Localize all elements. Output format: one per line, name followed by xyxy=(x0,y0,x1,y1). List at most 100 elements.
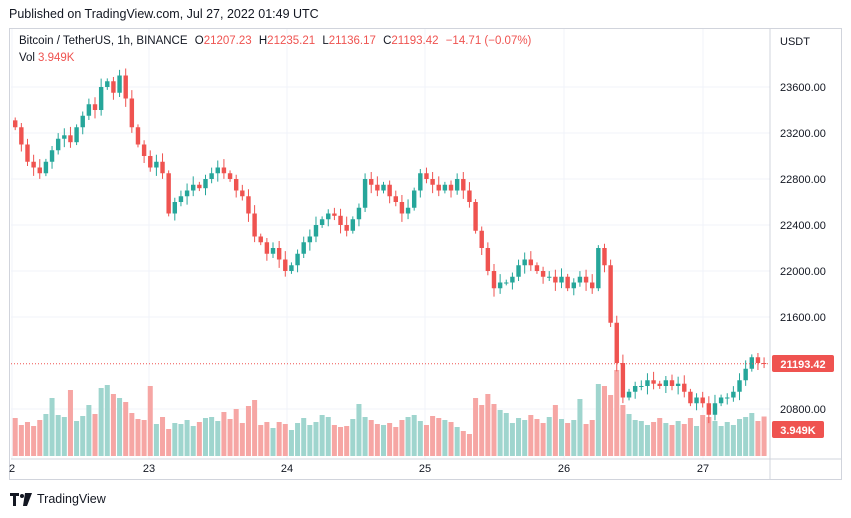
volume-value: 3.949K xyxy=(38,52,75,64)
candle-body xyxy=(700,397,705,404)
candle-body xyxy=(454,179,460,191)
last-price-tag-text: 21193.42 xyxy=(780,359,825,371)
candle-body xyxy=(534,265,540,271)
volume-legend: Vol 3.949K xyxy=(19,52,74,64)
x-tick-label: 25 xyxy=(419,463,431,475)
candle-body xyxy=(326,213,331,220)
candle-body xyxy=(369,179,374,185)
candle-body xyxy=(589,282,595,289)
volume-bar xyxy=(295,423,301,456)
candle-body xyxy=(86,104,92,116)
volume-bar xyxy=(98,388,104,456)
volume-bar xyxy=(454,427,460,456)
volume-bar xyxy=(589,420,595,456)
volume-bar xyxy=(583,424,589,456)
candle-body xyxy=(55,138,61,151)
volume-bar xyxy=(24,422,30,456)
x-tick-label: 26 xyxy=(558,463,570,475)
candle-body xyxy=(596,248,601,289)
candle-body xyxy=(135,127,141,145)
volume-bar xyxy=(104,385,110,456)
volume-bar xyxy=(117,398,123,456)
candle-body xyxy=(221,167,227,174)
volume-bar xyxy=(338,427,344,456)
candle-body xyxy=(141,144,147,156)
candle-body xyxy=(129,98,135,128)
volume-bar xyxy=(663,423,669,456)
candle-body xyxy=(270,248,276,254)
volume-bar xyxy=(509,423,515,456)
volume-bar xyxy=(178,424,184,456)
volume-bar xyxy=(86,405,92,456)
volume-tag-text: 3.949K xyxy=(780,425,816,437)
volume-bar xyxy=(479,405,485,456)
volume-bar xyxy=(374,424,380,456)
candle-body xyxy=(497,282,503,289)
volume-bar xyxy=(49,398,55,456)
x-tick-label: 24 xyxy=(281,463,293,475)
candle-body xyxy=(319,219,325,225)
candle-body xyxy=(166,173,171,214)
volume-bar xyxy=(196,422,202,456)
volume-bar xyxy=(632,420,638,456)
volume-bar xyxy=(546,417,552,456)
volume-bar xyxy=(638,421,644,456)
volume-bar xyxy=(55,415,61,456)
volume-bar xyxy=(485,394,491,456)
candle-body xyxy=(418,173,423,191)
open-label: O xyxy=(194,35,204,47)
volume-bar xyxy=(331,425,337,456)
candle-body xyxy=(301,242,306,254)
volume-bar xyxy=(31,426,37,456)
candle-body xyxy=(651,380,656,384)
symbol-title[interactable]: Bitcoin / TetherUS, 1h, BINANCE xyxy=(19,35,188,47)
candle-body xyxy=(252,213,257,237)
candle-body xyxy=(547,276,552,278)
volume-bar xyxy=(601,386,607,456)
volume-bar xyxy=(215,421,221,456)
candle-body xyxy=(240,190,245,197)
candle-body xyxy=(565,276,570,289)
candle-body xyxy=(491,271,497,289)
candle-body xyxy=(387,184,392,197)
volume-bar xyxy=(80,416,86,456)
high-label: H xyxy=(258,35,268,47)
volume-bar xyxy=(497,410,503,456)
volume-bar xyxy=(209,417,215,456)
candle-body xyxy=(350,219,356,231)
volume-bar xyxy=(718,426,724,456)
volume-bar xyxy=(528,415,534,456)
candle-body xyxy=(215,167,220,174)
candle-body xyxy=(405,207,411,214)
volume-bar xyxy=(350,419,356,456)
volume-bar xyxy=(202,418,209,456)
volume-bar xyxy=(12,418,18,456)
candle-body xyxy=(540,271,546,277)
volume-bar xyxy=(651,422,657,456)
candle-body xyxy=(19,127,24,145)
candle-body xyxy=(712,403,718,415)
candle-body xyxy=(620,363,626,398)
candle-body xyxy=(473,202,478,231)
volume-bar xyxy=(147,386,153,456)
volume-bar xyxy=(221,412,227,456)
volume-bar xyxy=(724,422,730,456)
candle-body xyxy=(307,236,313,243)
candle-body xyxy=(645,380,650,386)
volume-bar xyxy=(614,370,620,456)
candle-body xyxy=(737,380,742,392)
candle-body xyxy=(430,179,435,185)
candle-body xyxy=(571,282,576,289)
tradingview-brand[interactable]: TradingView xyxy=(10,492,106,506)
candle-body xyxy=(632,386,638,392)
volume-bar xyxy=(712,421,718,456)
volume-bar xyxy=(233,409,239,456)
candle-body xyxy=(25,144,30,162)
candle-body xyxy=(227,173,233,179)
candle-body xyxy=(577,276,583,283)
volume-bar xyxy=(423,425,429,456)
volume-bar xyxy=(37,420,43,456)
x-tick-label: 27 xyxy=(697,463,709,475)
candle-body xyxy=(657,383,662,386)
